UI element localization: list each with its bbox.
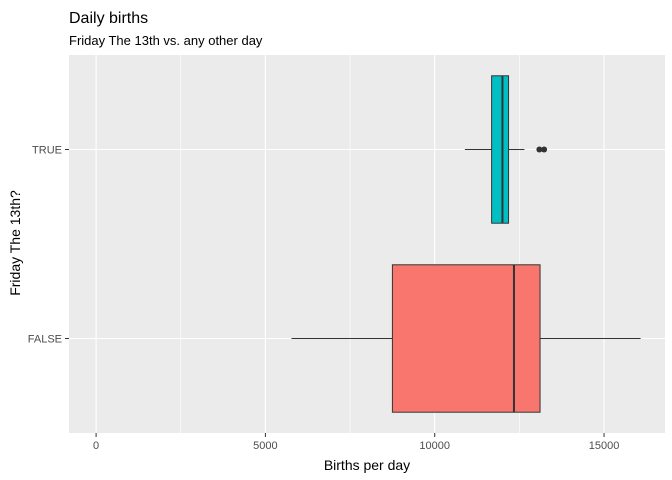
box-false bbox=[291, 264, 641, 413]
chart-subtitle: Friday The 13th vs. any other day bbox=[69, 33, 263, 48]
y-axis-ticks: FALSE TRUE bbox=[28, 145, 69, 346]
x-tick-label: 5000 bbox=[253, 440, 277, 452]
x-tick-label: 10000 bbox=[419, 440, 450, 452]
box-series bbox=[291, 75, 641, 413]
x-tick-label: 0 bbox=[93, 440, 99, 452]
plot-panel bbox=[69, 55, 665, 433]
box-true bbox=[464, 75, 548, 224]
outlier-point bbox=[541, 146, 548, 153]
y-tick-label: TRUE bbox=[32, 145, 62, 157]
x-axis-label: Births per day bbox=[324, 457, 410, 473]
y-tick-label: FALSE bbox=[28, 334, 62, 346]
interquartile-box bbox=[491, 75, 510, 224]
y-axis-label: Friday The 13th? bbox=[7, 190, 23, 296]
outlier-point bbox=[536, 146, 543, 153]
chart-title: Daily births bbox=[69, 10, 148, 27]
major-gridlines bbox=[69, 55, 665, 433]
x-axis-ticks: 0 5000 10000 15000 bbox=[93, 433, 619, 452]
x-tick-label: 15000 bbox=[589, 440, 620, 452]
interquartile-box bbox=[391, 264, 541, 413]
